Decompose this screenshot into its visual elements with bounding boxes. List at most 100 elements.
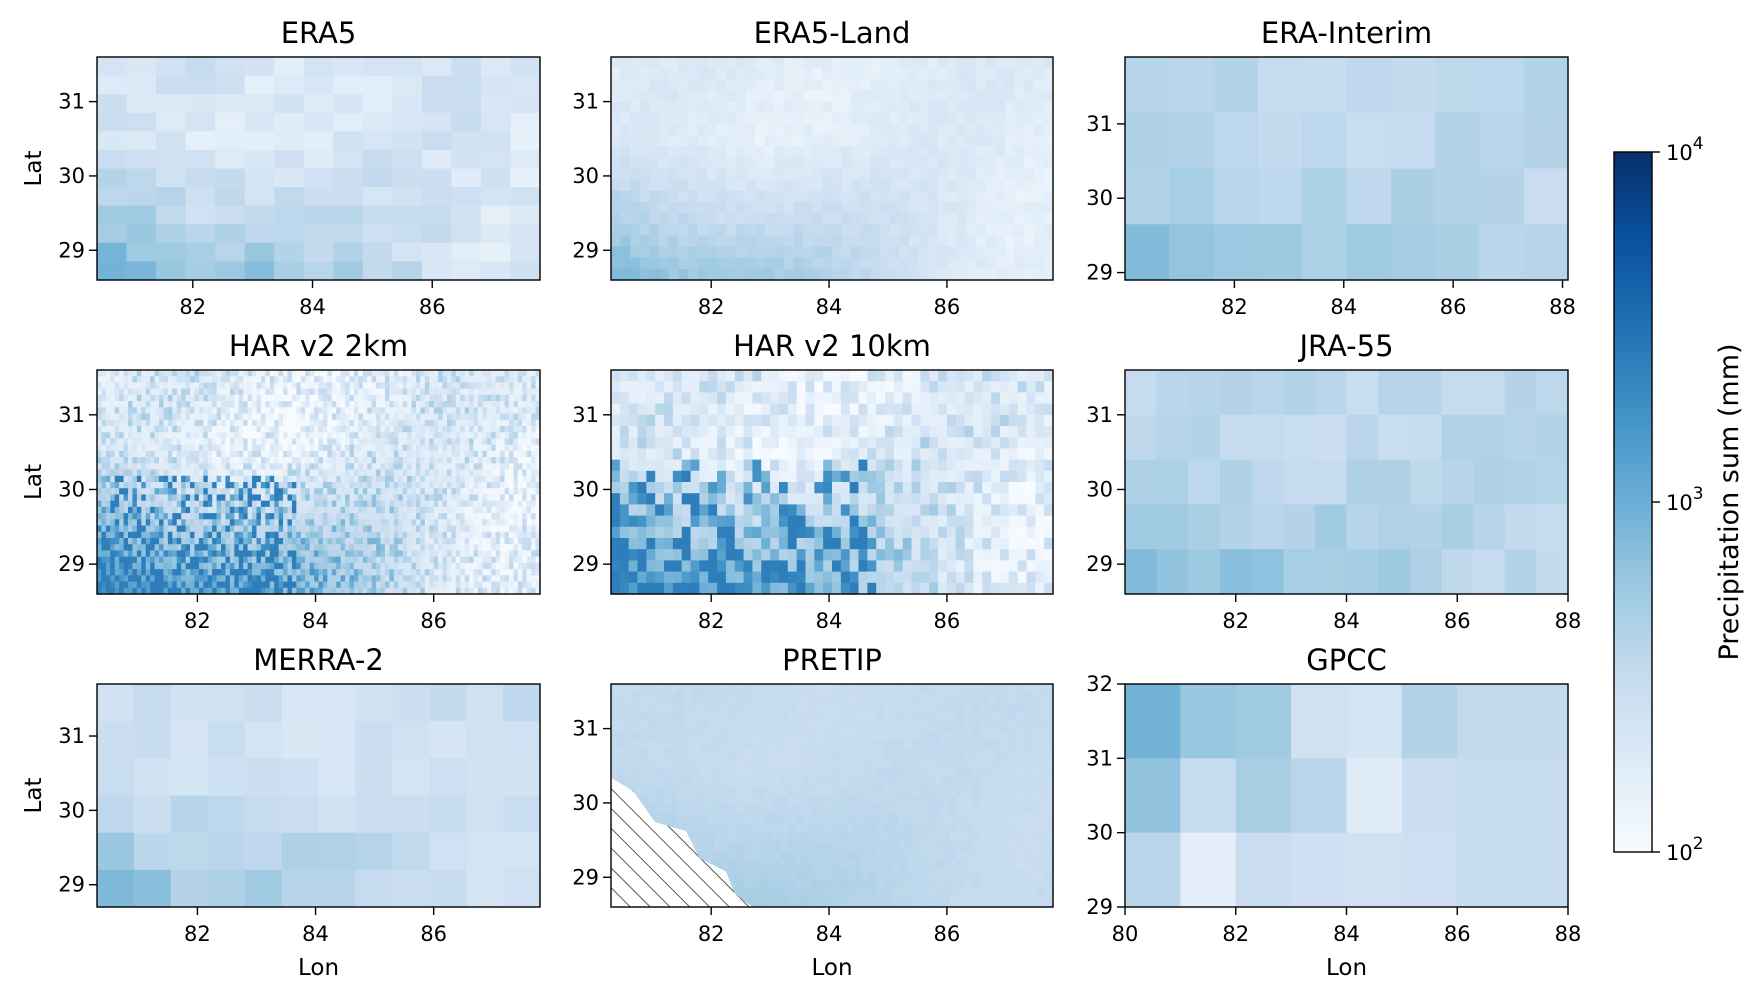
heatmap-cell xyxy=(283,475,289,483)
heatmap-cell xyxy=(163,513,169,520)
heatmap-cell xyxy=(159,556,165,564)
heatmap-cell xyxy=(480,94,512,114)
y-tick-label: 30 xyxy=(58,477,85,501)
heatmap-cell xyxy=(172,475,178,483)
heatmap-cell xyxy=(283,407,289,415)
heatmap-cell xyxy=(333,187,364,207)
heatmap-cell xyxy=(358,394,364,402)
heatmap-cell xyxy=(473,426,479,433)
heatmap-cell xyxy=(181,438,187,446)
heatmap-cell xyxy=(327,376,333,384)
heatmap-cell xyxy=(764,268,775,281)
heatmap-cell xyxy=(455,500,461,508)
heatmap-cell xyxy=(128,494,134,502)
heatmap-cell xyxy=(176,457,182,464)
heatmap-cell xyxy=(735,201,747,214)
heatmap-cell xyxy=(380,550,386,558)
heatmap-cell xyxy=(500,432,506,440)
heatmap-cell xyxy=(639,224,651,236)
heatmap-cell xyxy=(163,525,169,533)
heatmap-cell xyxy=(345,519,351,527)
heatmap-cell xyxy=(105,438,111,446)
heatmap-cell xyxy=(513,482,519,489)
heatmap-cell xyxy=(97,370,103,377)
heatmap-cell xyxy=(415,469,421,477)
heatmap-cell xyxy=(136,419,142,427)
heatmap-cell xyxy=(163,544,169,552)
heatmap-cell xyxy=(976,101,987,114)
heatmap-cell xyxy=(349,581,355,589)
heatmap-cell xyxy=(150,376,156,384)
heatmap-cell xyxy=(141,525,147,533)
heatmap-cell xyxy=(442,394,448,402)
heatmap-cell xyxy=(517,519,523,527)
heatmap-cell xyxy=(296,469,302,477)
heatmap-cell xyxy=(1014,235,1025,248)
heatmap-cell xyxy=(504,394,510,402)
heatmap-cell xyxy=(510,149,541,170)
heatmap-cell xyxy=(429,376,435,384)
heatmap-cell xyxy=(389,544,395,552)
heatmap-cell xyxy=(300,382,306,390)
heatmap-cell xyxy=(216,376,222,384)
heatmap-cell xyxy=(407,494,413,502)
heatmap-cell xyxy=(283,556,289,564)
heatmap-cell xyxy=(207,513,213,520)
heatmap-cell xyxy=(639,168,651,181)
heatmap-cell xyxy=(442,569,448,576)
heatmap-cell xyxy=(362,376,368,384)
heatmap-cell xyxy=(469,519,475,527)
heatmap-cell xyxy=(455,426,461,433)
heatmap-cell xyxy=(247,444,253,452)
heatmap-cell xyxy=(446,419,452,427)
heatmap-cell xyxy=(639,79,651,92)
heatmap-cell xyxy=(687,224,699,236)
heatmap-cell xyxy=(132,494,138,502)
heatmap-cell xyxy=(198,401,204,408)
heatmap-cell xyxy=(318,538,324,545)
heatmap-cell xyxy=(424,525,430,533)
heatmap-cell xyxy=(145,407,151,415)
heatmap-cell xyxy=(495,463,501,471)
heatmap-cell xyxy=(229,401,235,408)
heatmap-cell xyxy=(221,426,227,433)
heatmap-cell xyxy=(167,538,173,545)
heatmap-cell xyxy=(398,525,404,533)
heatmap-cell xyxy=(371,370,377,377)
heatmap-cell xyxy=(203,432,209,440)
heatmap-cell xyxy=(181,463,187,471)
heatmap-cell xyxy=(774,68,785,80)
heatmap-cell xyxy=(500,494,506,502)
heatmap-cell xyxy=(690,392,700,405)
heatmap-cell xyxy=(841,235,852,248)
heatmap-cell xyxy=(336,538,342,545)
heatmap-cell xyxy=(429,562,435,570)
heatmap-cell xyxy=(247,488,253,496)
heatmap-cell xyxy=(141,581,147,589)
heatmap-cell xyxy=(455,575,461,583)
heatmap-cell xyxy=(911,381,921,393)
heatmap-cell xyxy=(185,494,191,502)
heatmap-cell xyxy=(469,538,475,545)
heatmap-cell xyxy=(477,469,484,477)
heatmap-cell xyxy=(225,482,231,489)
heatmap-cell xyxy=(194,538,200,545)
heatmap-cell xyxy=(420,575,426,583)
heatmap-cell xyxy=(274,388,280,396)
heatmap-cell xyxy=(101,513,107,520)
heatmap-cell xyxy=(707,79,718,92)
heatmap-cell xyxy=(697,90,708,103)
heatmap-cell xyxy=(260,544,266,552)
heatmap-cell xyxy=(105,450,111,458)
heatmap-cell xyxy=(920,403,930,416)
heatmap-cell xyxy=(163,463,169,471)
heatmap-cell xyxy=(469,394,475,402)
x-tick-label: 84 xyxy=(302,609,329,633)
heatmap-cell xyxy=(376,426,382,433)
heatmap-cell xyxy=(362,463,368,471)
heatmap-cell xyxy=(274,242,305,263)
heatmap-cell xyxy=(119,482,125,489)
heatmap-cell xyxy=(937,90,948,103)
heatmap-cell xyxy=(234,450,240,458)
heatmap-cell xyxy=(318,401,324,408)
